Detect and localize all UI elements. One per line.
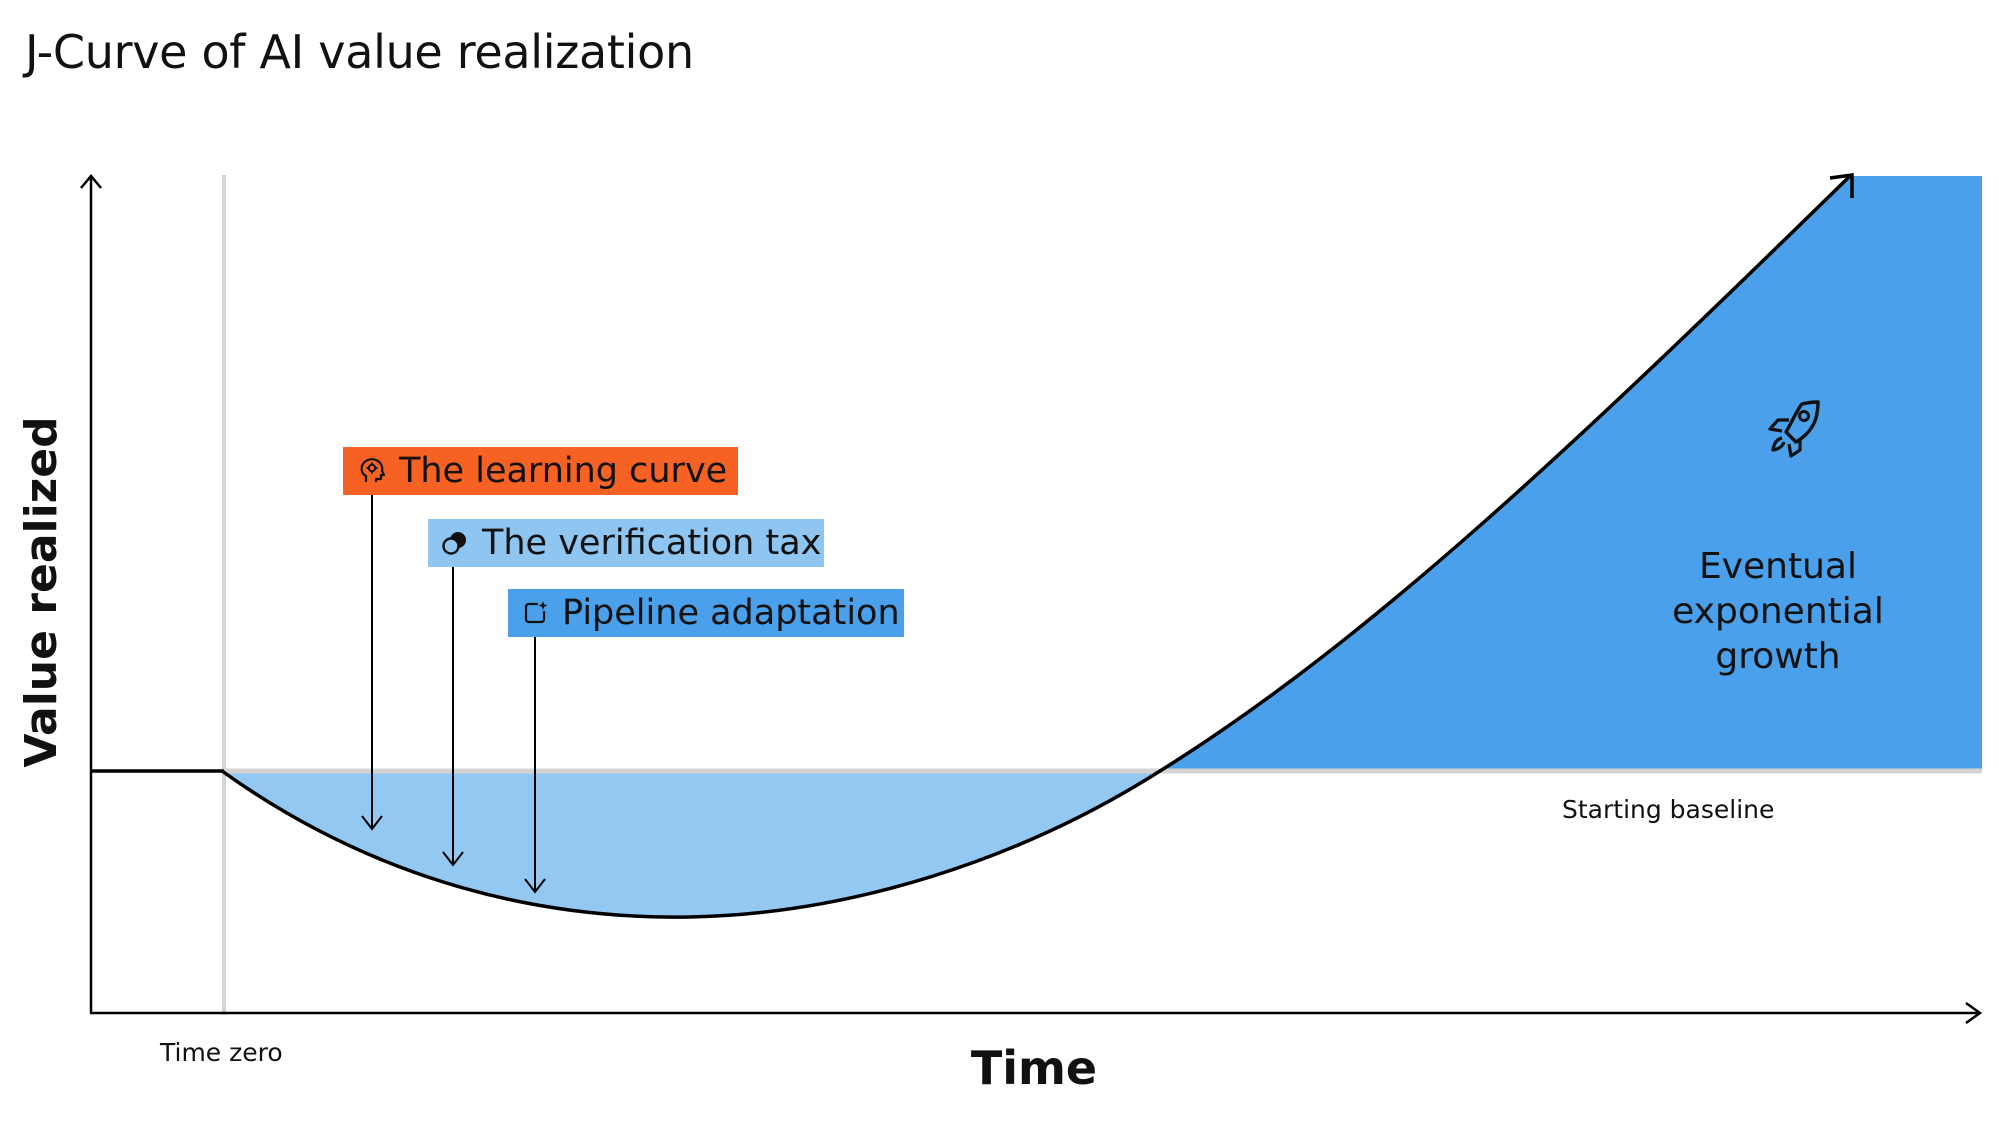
- verification-tax-arrow: [442, 567, 464, 867]
- growth-label-line: exponential: [1672, 591, 1884, 632]
- pipeline-adaptation-tag: Pipeline adaptation: [508, 589, 904, 637]
- rocket-icon: [1768, 400, 1820, 458]
- growth-label-line: growth: [1715, 636, 1841, 677]
- eventual-growth-label: Eventual exponential growth: [1648, 544, 1908, 679]
- y-axis-arrow-icon: [80, 174, 102, 189]
- verification-tax-label: The verification tax: [482, 523, 822, 563]
- growth-label-line: Eventual: [1698, 546, 1857, 587]
- dip-area: [222, 771, 1160, 918]
- pipeline-adaptation-label: Pipeline adaptation: [562, 593, 900, 633]
- learning-curve-arrow: [361, 495, 383, 831]
- verification-tax-tag: The verification tax: [428, 519, 824, 567]
- j-curve-arrow-icon: [1829, 172, 1854, 198]
- time-zero-label: Time zero: [160, 1038, 283, 1067]
- starting-baseline-label: Starting baseline: [1562, 795, 1775, 824]
- x-axis-label: Time: [970, 1041, 1098, 1095]
- j-curve-line: [220, 174, 1852, 919]
- sparkle-box-icon: [524, 601, 548, 624]
- learning-curve-label: The learning curve: [399, 451, 728, 491]
- page-title: J-Curve of AI value realization: [25, 25, 694, 79]
- head-gear-icon: [360, 458, 386, 482]
- coins-icon: [442, 532, 466, 555]
- y-axis-label: Value realized: [16, 416, 67, 768]
- learning-curve-tag: The learning curve: [343, 447, 738, 495]
- pipeline-adaptation-arrow: [524, 637, 546, 894]
- growth-area: [1160, 176, 1982, 771]
- x-axis-arrow-icon: [1965, 1001, 1983, 1025]
